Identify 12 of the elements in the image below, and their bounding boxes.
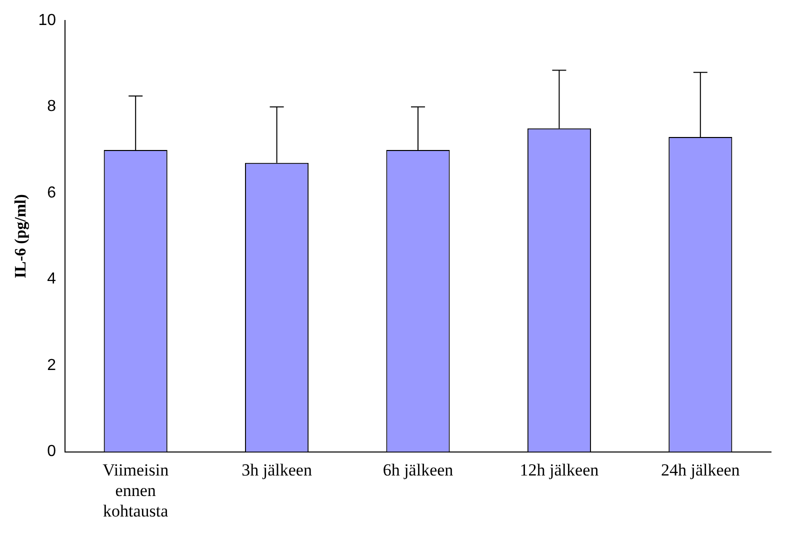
y-tick-label: 8 bbox=[47, 98, 56, 116]
y-tick-label: 2 bbox=[47, 356, 56, 374]
x-tick-label: Viimeisin ennen kohtausta bbox=[102, 460, 170, 520]
x-tick-label: 6h jälkeen bbox=[382, 460, 454, 480]
x-tick-label: 12h jälkeen bbox=[520, 460, 600, 480]
y-tick-label: 10 bbox=[38, 12, 56, 30]
x-tick-label: 24h jälkeen bbox=[660, 460, 740, 480]
y-tick-label: 6 bbox=[47, 184, 56, 202]
y-axis-title: IL-6 (pg/ml) bbox=[12, 194, 30, 278]
x-tick-label: 3h jälkeen bbox=[242, 460, 312, 480]
y-tick-label: 4 bbox=[47, 270, 56, 288]
y-tick-label: 0 bbox=[47, 443, 56, 460]
